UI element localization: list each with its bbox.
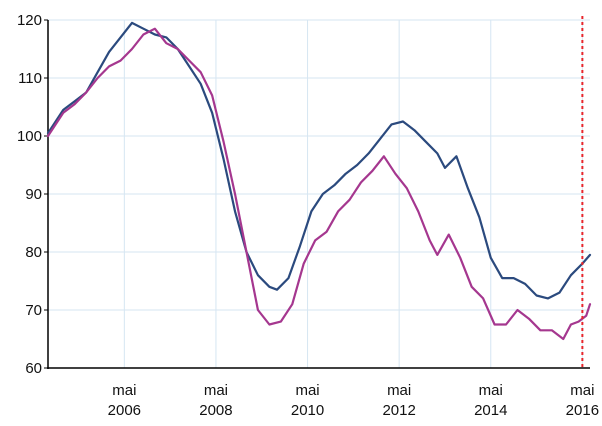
x-tick-year-label: 2010 — [291, 402, 324, 419]
x-tick-year-label: 2016 — [566, 402, 599, 419]
x-tick-month-label: mai — [387, 382, 411, 399]
x-tick-year-label: 2006 — [108, 402, 141, 419]
y-tick-label: 90 — [25, 186, 42, 203]
tick-label-layer: 60 70 80 90 100 110 120 mai 2006 mai 2008 mai 2010 ma… — [17, 12, 599, 419]
series-layer — [46, 21, 592, 341]
y-tick-label: 80 — [25, 244, 42, 261]
x-tick-year-label: 2014 — [474, 402, 507, 419]
y-tick-label: 100 — [17, 128, 42, 145]
x-tick-month-label: mai — [204, 382, 228, 399]
series-line-2 — [46, 27, 592, 341]
y-tick-label: 120 — [17, 12, 42, 29]
series-line-1 — [46, 21, 592, 300]
y-tick-label: 110 — [18, 70, 42, 87]
grid-layer — [48, 19, 590, 369]
y-tick-label: 70 — [25, 302, 42, 319]
axis-layer — [44, 19, 590, 369]
x-tick-month-label: mai — [479, 382, 503, 399]
x-tick-year-label: 2008 — [199, 402, 232, 419]
x-tick-month-label: mai — [295, 382, 319, 399]
x-tick-year-label: 2012 — [382, 402, 415, 419]
y-tick-label: 60 — [25, 360, 42, 377]
x-tick-month-label: mai — [112, 382, 136, 399]
x-tick-month-label: mai — [570, 382, 594, 399]
